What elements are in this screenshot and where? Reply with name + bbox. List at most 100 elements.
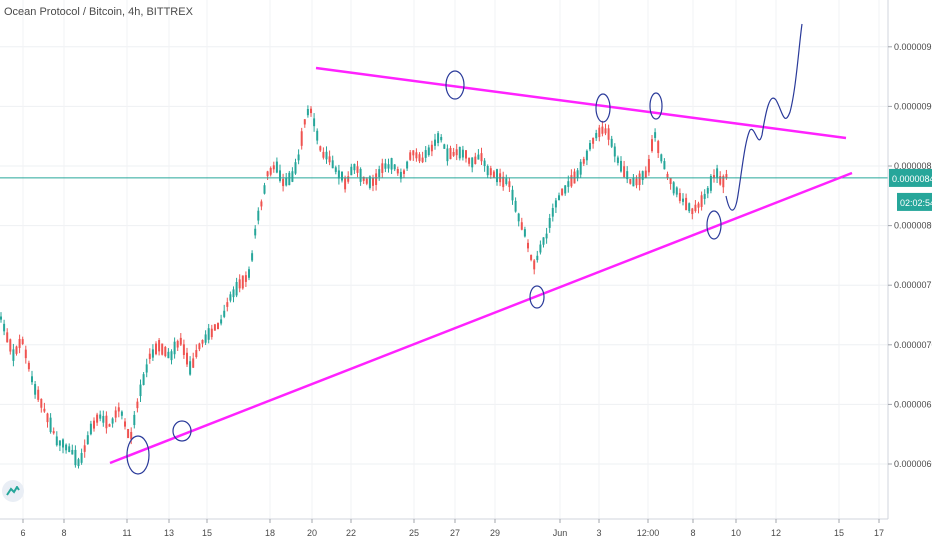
countdown-badge — [897, 192, 932, 211]
candle-body — [89, 423, 92, 435]
candle-body — [483, 160, 486, 167]
candle-body — [551, 207, 554, 217]
candle-body — [691, 208, 694, 215]
candle-body — [117, 407, 120, 412]
candle-body — [151, 349, 154, 358]
candle-body — [148, 353, 151, 360]
candle-body — [34, 384, 37, 395]
annotation-circle — [172, 420, 192, 442]
candle-body — [139, 384, 142, 397]
candle-body — [133, 414, 136, 426]
candle-body — [170, 351, 173, 361]
candle-body — [604, 128, 607, 134]
time-tick-label: 17 — [874, 528, 884, 538]
candle-body — [179, 337, 182, 345]
candle-body — [161, 343, 164, 355]
candle-body — [685, 197, 688, 211]
candle-body — [310, 108, 312, 114]
price-tick-label: 0.00000600 — [894, 459, 932, 469]
candle-body — [83, 445, 86, 452]
candles — [0, 105, 728, 469]
countdown-label: 02:02:54 — [900, 198, 932, 208]
time-tick-label: 12 — [771, 528, 781, 538]
candle-body — [142, 374, 145, 385]
candle-body — [316, 130, 319, 141]
candle-body — [55, 436, 58, 446]
candle-body — [15, 346, 18, 354]
time-tick-label: Jun — [553, 528, 568, 538]
candle-body — [722, 176, 725, 188]
candle-body — [344, 178, 347, 190]
candle-body — [502, 176, 505, 188]
candle-body — [96, 414, 99, 423]
time-tick-label: 29 — [490, 528, 500, 538]
candle-body — [375, 173, 378, 185]
candle-body — [713, 175, 715, 178]
candle-body — [186, 352, 188, 365]
candle-body — [638, 173, 641, 186]
candle-body — [120, 411, 123, 416]
candle-body — [291, 171, 294, 182]
candle-body — [300, 131, 303, 146]
candle-body — [542, 237, 545, 245]
annotation-circle — [706, 210, 722, 240]
support-trendline — [109, 171, 853, 465]
time-tick-label: 6 — [20, 528, 25, 538]
candle-body — [471, 157, 474, 168]
candle-body — [306, 109, 309, 116]
candle-body — [601, 126, 604, 134]
candle-body — [632, 177, 635, 187]
price-axis[interactable]: 0.00000950 0.00000900 0.00000850 0.00000800… — [887, 0, 932, 519]
candle-body — [651, 139, 653, 152]
candle-body — [403, 170, 405, 174]
time-axis[interactable]: 6 8 11 13 15 18 20 22 25 27 29 Jun 3 12:00 8 10 12 15 17 — [0, 518, 888, 538]
candle-body — [49, 417, 52, 433]
candle-body — [313, 118, 316, 127]
time-tick-label: 10 — [731, 528, 741, 538]
candle-body — [325, 151, 328, 160]
candle-body — [285, 177, 288, 186]
candle-body — [421, 157, 424, 163]
candle-body — [372, 178, 374, 186]
candle-body — [65, 444, 68, 451]
candle-body — [564, 185, 567, 194]
price-tick-label: 0.00000950 — [894, 42, 932, 52]
candle-body — [567, 181, 570, 187]
candle-body — [505, 178, 508, 185]
price-tick-label: 0.00000750 — [894, 280, 932, 290]
candle-body — [536, 255, 539, 261]
candle-body — [229, 294, 232, 301]
time-tick-label: 15 — [202, 528, 212, 538]
candle-body — [437, 133, 440, 144]
candle-body — [341, 171, 343, 181]
candle-body — [350, 166, 353, 176]
candle-body — [390, 158, 393, 170]
candle-body — [362, 176, 365, 181]
last-price-badge — [889, 168, 932, 187]
candle-body — [18, 338, 21, 348]
candle-body — [446, 148, 449, 162]
candle-body — [486, 165, 489, 176]
candle-body — [223, 310, 226, 317]
candle-body — [592, 137, 595, 144]
candle-body — [189, 361, 192, 375]
chart-grid — [0, 0, 888, 519]
candle-body — [275, 161, 278, 173]
candle-body — [217, 323, 219, 330]
candle-body — [520, 222, 523, 230]
candle-body — [455, 149, 458, 156]
candle-body — [548, 218, 551, 228]
candle-body — [251, 253, 254, 261]
candle-body — [155, 343, 157, 355]
candle-body — [523, 229, 526, 237]
candle-body — [496, 169, 498, 183]
candle-body — [647, 159, 650, 173]
candle-body — [626, 171, 629, 180]
candle-body — [709, 175, 712, 191]
candle-body — [164, 346, 167, 357]
candle-body — [492, 171, 495, 178]
candle-body — [279, 170, 281, 181]
candle-body — [353, 163, 356, 171]
candle-body — [127, 428, 130, 439]
